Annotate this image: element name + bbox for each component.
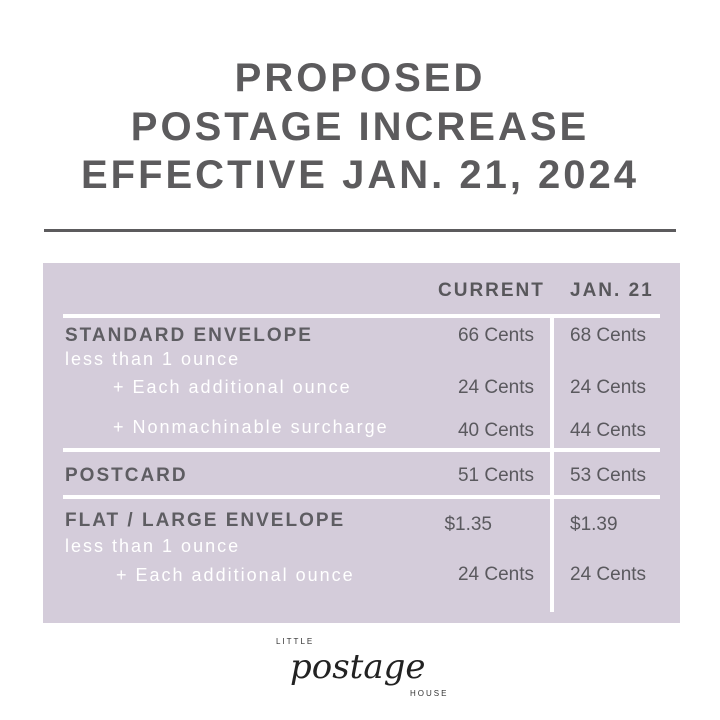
title-line-3: EFFECTIVE JAN. 21, 2024 <box>80 153 640 197</box>
flat-sub: less than 1 ounce <box>65 536 241 556</box>
standard-envelope-label: STANDARD ENVELOPE <box>65 325 313 346</box>
flat-additional-label: + Each additional ounce <box>116 565 355 585</box>
header-jan21: JAN. 21 <box>570 280 654 301</box>
nonmachinable-new: 44 Cents <box>570 420 647 441</box>
flat-current: $1.35 <box>444 514 492 535</box>
little-postage-house-logo: LITTLE postage HOUSE <box>270 636 450 706</box>
standard-new: 68 Cents <box>570 325 647 346</box>
standard-additional-new: 24 Cents <box>570 377 647 398</box>
standard-additional-current: 24 Cents <box>457 377 534 398</box>
postcard-new: 53 Cents <box>570 465 647 486</box>
header-current: CURRENT <box>438 280 545 301</box>
title-line-2: POSTAGE INCREASE <box>130 105 590 149</box>
flat-envelope-label: FLAT / LARGE ENVELOPE <box>65 510 346 531</box>
rates-table: CURRENT JAN. 21 STANDARD ENVELOPE less t… <box>43 263 680 623</box>
postcard-current: 51 Cents <box>457 465 534 486</box>
title-line-1: PROPOSED <box>234 56 486 100</box>
column-divider <box>550 316 554 612</box>
standard-current: 66 Cents <box>457 325 534 346</box>
standard-sub: less than 1 ounce <box>65 349 241 369</box>
logo-little: LITTLE <box>276 637 315 646</box>
nonmachinable-current: 40 Cents <box>457 420 534 441</box>
flat-additional-current: 24 Cents <box>457 564 534 585</box>
logo-house: HOUSE <box>410 689 449 698</box>
logo-script: postage <box>290 647 426 687</box>
flat-new: $1.39 <box>570 514 618 535</box>
row-divider <box>63 495 660 499</box>
row-divider <box>63 448 660 452</box>
divider <box>44 229 676 232</box>
nonmachinable-label: + Nonmachinable surcharge <box>113 417 389 437</box>
postcard-label: POSTCARD <box>65 465 188 486</box>
row-divider <box>63 314 660 318</box>
standard-additional-label: + Each additional ounce <box>113 377 352 397</box>
flat-additional-new: 24 Cents <box>570 564 647 585</box>
